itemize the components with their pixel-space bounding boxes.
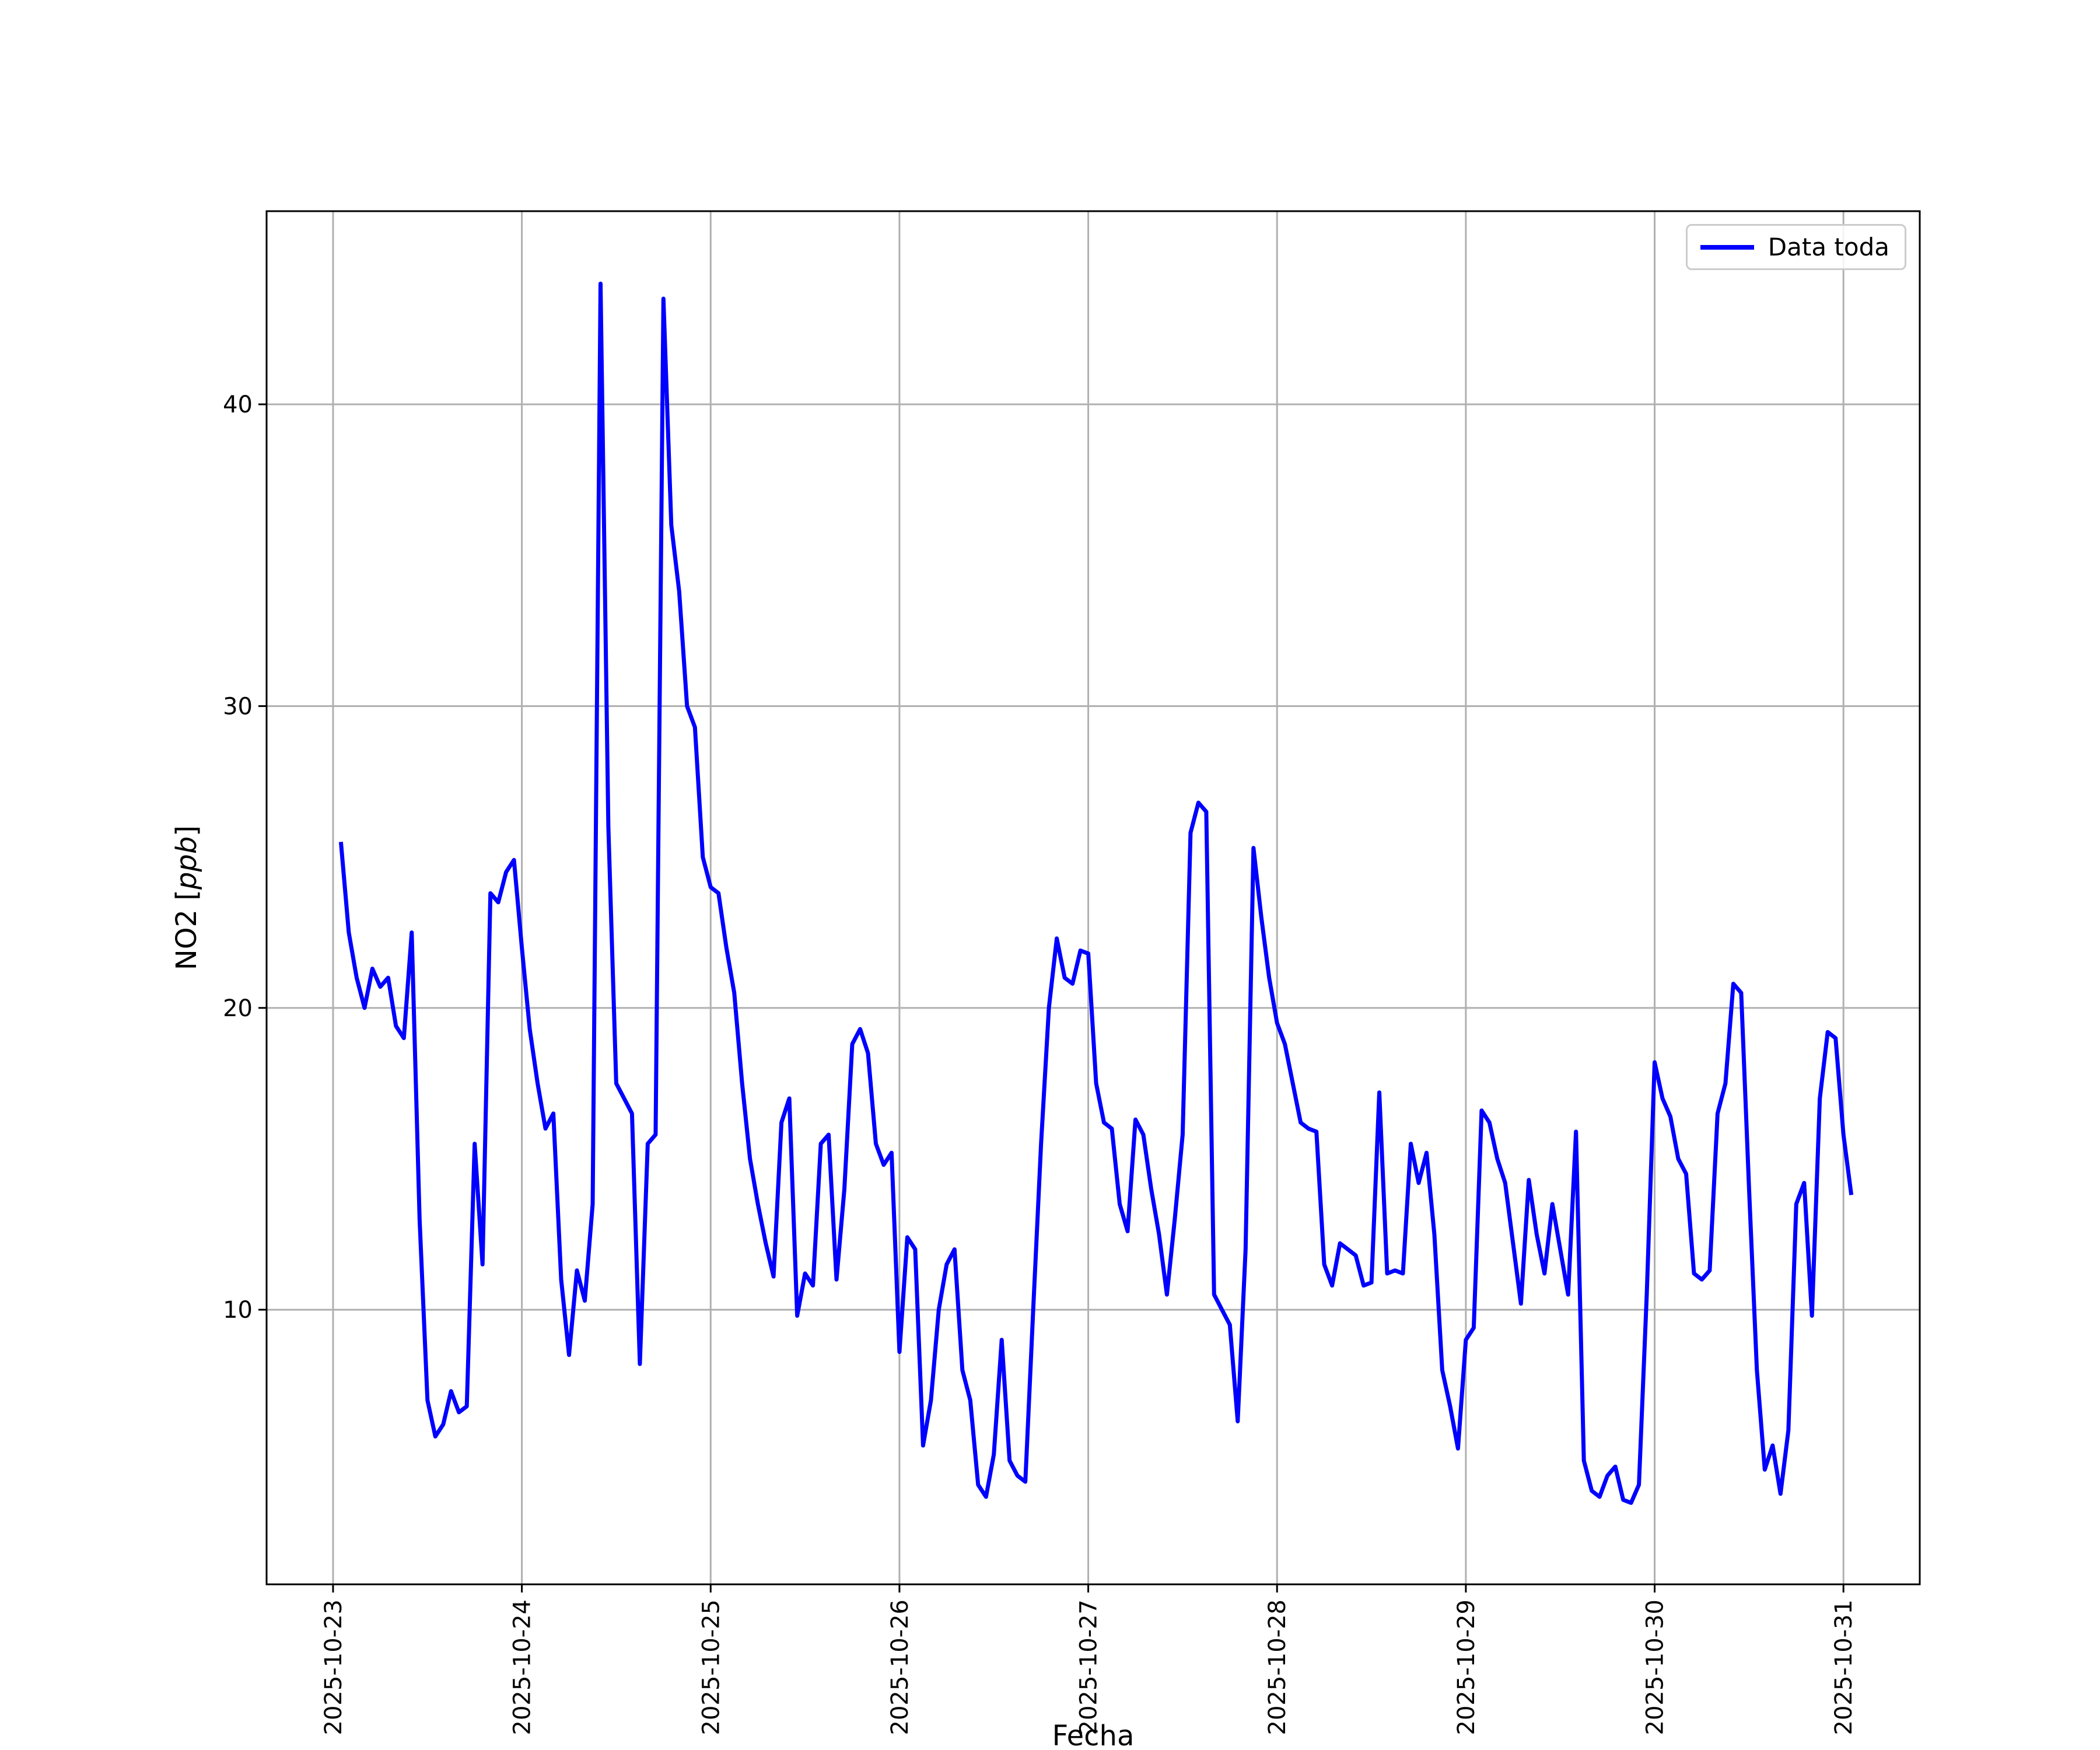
y-tick-label: 40	[223, 391, 253, 418]
x-tick-label: 2025-10-27	[1076, 1600, 1102, 1735]
x-tick-label: 2025-10-23	[320, 1600, 347, 1735]
tick-labels: 2025-10-23 2025-10-24 2025-10-25 2025-10-26…	[223, 391, 1857, 1735]
y-tick-label: 20	[223, 995, 253, 1022]
x-tick-label: 2025-10-24	[509, 1600, 536, 1735]
tick-layer	[258, 403, 1845, 1592]
axes-frame	[265, 210, 1921, 1586]
x-tick-label: 2025-10-25	[698, 1600, 724, 1735]
x-axis-label: Fecha	[1052, 1720, 1135, 1750]
grid-layer	[267, 211, 1920, 1584]
y-axis-label-suffix: ]	[170, 825, 203, 836]
x-tick-label: 2025-10-26	[887, 1600, 914, 1735]
data-series-line	[338, 281, 1854, 1505]
legend: Data toda	[1685, 224, 1906, 270]
y-axis-label: NO2 [ppb]	[170, 825, 203, 970]
y-tick-label: 30	[223, 693, 253, 720]
x-tick-label: 2025-10-31	[1831, 1600, 1857, 1735]
y-tick-label: 10	[223, 1297, 253, 1324]
x-tick-label: 2025-10-30	[1642, 1600, 1669, 1735]
legend-label: Data toda	[1768, 233, 1889, 261]
y-axis-label-unit: ppb	[170, 836, 203, 890]
x-tick-label: 2025-10-28	[1264, 1600, 1291, 1735]
legend-line-sample	[1700, 244, 1754, 250]
y-axis-label-prefix: NO2 [	[170, 890, 203, 970]
x-tick-label: 2025-10-29	[1453, 1600, 1480, 1735]
